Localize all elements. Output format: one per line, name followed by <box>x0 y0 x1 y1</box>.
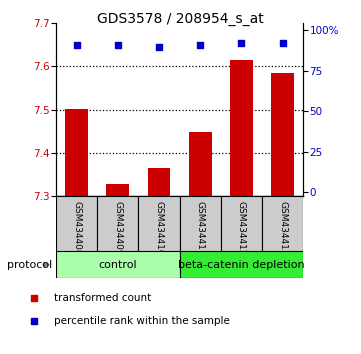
Bar <box>189 132 212 196</box>
Bar <box>56 251 180 278</box>
Bar <box>271 73 294 196</box>
Point <box>280 40 286 46</box>
Text: GSM434409: GSM434409 <box>113 201 122 256</box>
Text: GDS3578 / 208954_s_at: GDS3578 / 208954_s_at <box>97 12 264 27</box>
Text: GSM434413: GSM434413 <box>278 201 287 256</box>
Bar <box>262 196 303 251</box>
Point <box>156 44 162 49</box>
Text: transformed count: transformed count <box>54 293 151 303</box>
Text: GSM434411: GSM434411 <box>196 201 205 256</box>
Point <box>325 202 331 208</box>
Bar <box>230 60 253 196</box>
Bar <box>106 184 129 196</box>
Bar <box>97 196 138 251</box>
Bar <box>148 168 170 196</box>
Bar <box>138 196 180 251</box>
Point <box>197 42 203 48</box>
Bar <box>65 109 88 196</box>
Text: GSM434408: GSM434408 <box>72 201 81 256</box>
Text: control: control <box>99 259 137 270</box>
Bar <box>56 196 97 251</box>
Bar <box>221 196 262 251</box>
Point <box>115 42 121 48</box>
Point <box>239 40 244 46</box>
Text: percentile rank within the sample: percentile rank within the sample <box>54 316 230 326</box>
Text: protocol: protocol <box>7 259 52 270</box>
Bar <box>180 196 221 251</box>
Text: GSM434412: GSM434412 <box>237 201 246 255</box>
Text: GSM434410: GSM434410 <box>155 201 164 256</box>
Bar <box>180 251 303 278</box>
Text: beta-catenin depletion: beta-catenin depletion <box>178 259 305 270</box>
Point <box>74 42 79 48</box>
